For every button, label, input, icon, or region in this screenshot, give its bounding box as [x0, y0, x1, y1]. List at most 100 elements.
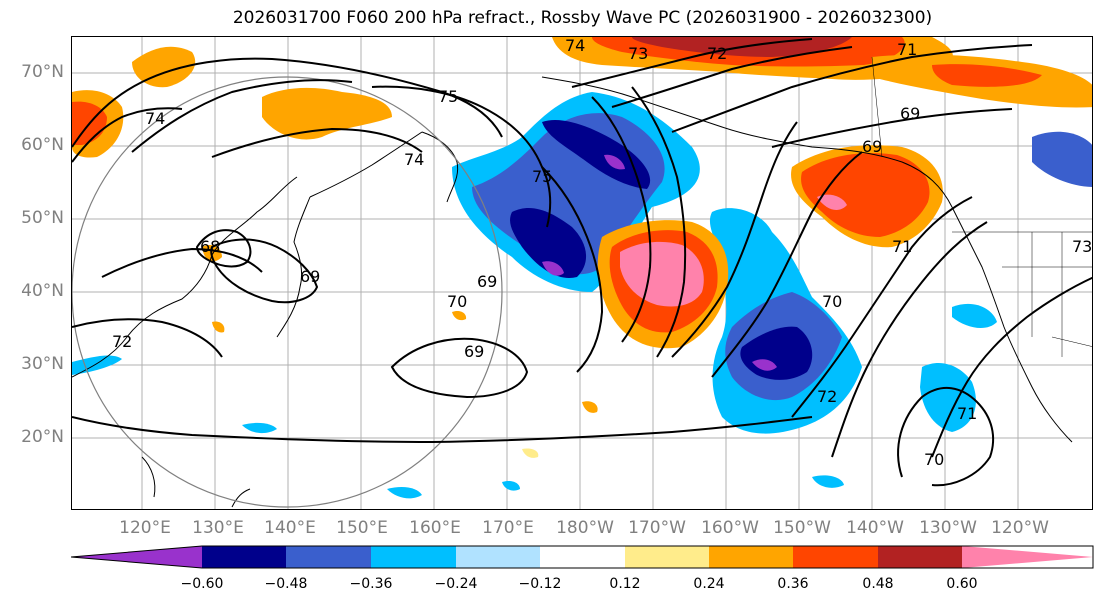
contour-label: 69 — [862, 137, 882, 156]
field-royalblue-northeast — [1032, 131, 1092, 187]
colorbar-tick-label: −0.60 — [180, 576, 224, 592]
contour-label: 69 — [900, 104, 920, 123]
colorbar-segment — [709, 546, 793, 568]
colorbar-segment — [202, 546, 286, 568]
contour-72-north — [611, 46, 853, 108]
contour-label: 70 — [447, 292, 467, 311]
lat-label-40n: 40°N — [21, 281, 64, 301]
border-canada-alaska — [871, 56, 883, 158]
colorbar-tick-label: −0.12 — [518, 576, 562, 592]
contour-label: 75 — [532, 167, 552, 186]
contour-label: 69 — [477, 272, 497, 291]
coast-kuril — [309, 131, 423, 198]
contour-label: 74 — [145, 109, 165, 128]
colorbar-tick-label: −0.24 — [434, 576, 478, 592]
contour-ridge-siberia — [211, 127, 423, 158]
lat-label-30n: 30°N — [21, 354, 64, 374]
colorbar-tick-label: −0.48 — [264, 576, 308, 592]
lat-label-70n: 70°N — [21, 62, 64, 82]
field-orange-small-c — [212, 321, 225, 333]
lon-label-120e: 120°E — [119, 518, 171, 538]
contour-ridge-a — [671, 121, 798, 358]
lon-label-180w: 180°W — [556, 518, 614, 538]
borders — [871, 56, 1092, 357]
contour-71-east — [931, 276, 1092, 458]
lon-label-120w: 120°W — [991, 518, 1049, 538]
map-title: 2026031700 F060 200 hPa refract., Rossby… — [232, 8, 933, 28]
field-orange-small-b — [452, 310, 467, 321]
contour-label: 70 — [924, 450, 944, 469]
colorbar-segment — [878, 546, 962, 568]
colorbar-tick-label: 0.60 — [946, 576, 978, 592]
field-pink-gulf — [817, 194, 847, 210]
colorbar-segment — [71, 546, 202, 568]
lon-label-140e: 140°E — [264, 518, 316, 538]
lon-label-160w: 160°W — [701, 518, 759, 538]
colorbar — [71, 545, 1094, 569]
contour-label: 74 — [565, 37, 585, 55]
border-us-mexico — [1051, 336, 1092, 347]
field-blue-coast — [952, 303, 997, 329]
rossby-wave-circle — [72, 76, 503, 508]
coastlines — [72, 76, 1073, 508]
field-purple-central — [752, 359, 777, 371]
field-blue-south-a — [387, 487, 422, 499]
lat-label-60n: 60°N — [21, 135, 64, 155]
field-orange-small-d — [582, 401, 598, 413]
contour-70-east — [791, 196, 973, 418]
lon-label-170w: 170°W — [628, 518, 686, 538]
contour-label: 69 — [464, 342, 484, 361]
contour-75 — [371, 85, 552, 228]
colorbar-segment — [286, 546, 371, 568]
lon-label-140w: 140°W — [846, 518, 904, 538]
contour-71-north — [671, 44, 1033, 133]
lon-label-160e: 160°E — [409, 518, 461, 538]
colorbar-tick-label: −0.36 — [349, 576, 393, 592]
coast-philippines — [141, 456, 156, 498]
colorbar-outline — [71, 545, 1094, 569]
field-purple-northpacific-a — [542, 261, 564, 276]
contour-70-southeast — [897, 386, 995, 487]
colorbar-tick-label: 0.12 — [609, 576, 641, 592]
colorbar-segment — [625, 546, 709, 568]
lon-label-150w: 150°W — [773, 518, 831, 538]
contour-label: 73 — [1072, 237, 1092, 256]
colorbar-segment — [456, 546, 540, 568]
contour-label: 72 — [707, 44, 727, 63]
field-blue-south-b — [502, 480, 520, 491]
contour-label: 70 — [822, 292, 842, 311]
contour-ridge-b — [711, 151, 863, 378]
contour-73-north — [571, 38, 813, 88]
contour-label-layer: 74 73 72 71 75 69 74 69 75 74 68 69 69 7… — [112, 37, 1092, 469]
lon-label-130e: 130°E — [192, 518, 244, 538]
field-navy-northpacific-b — [542, 119, 651, 189]
contour-68 — [195, 229, 252, 268]
field-blue-west-b — [242, 422, 277, 434]
lon-label-130w: 130°W — [919, 518, 977, 538]
contour-south-band — [72, 416, 813, 444]
map-panel[interactable]: 74 73 72 71 75 69 74 69 75 74 68 69 69 7… — [71, 36, 1093, 510]
contour-69-north — [771, 108, 1013, 148]
contour-69-northwest — [101, 247, 263, 278]
field-orange-siberia-a — [132, 46, 196, 88]
contour-label: 74 — [404, 150, 424, 169]
coast-asia — [72, 176, 298, 378]
contour-label: 68 — [200, 237, 220, 256]
contour-69-central — [390, 337, 529, 399]
field-orange-siberia-b — [262, 87, 392, 140]
colorbar-segment — [793, 546, 878, 568]
contour-trough-c — [631, 86, 687, 358]
contour-label: 72 — [817, 387, 837, 406]
field-red-gulf — [801, 153, 930, 237]
contour-label: 69 — [300, 267, 320, 286]
map-canvas: 74 73 72 71 75 69 74 69 75 74 68 69 69 7… — [72, 37, 1092, 509]
field-yellow-south — [522, 448, 539, 458]
lat-label-50n: 50°N — [21, 208, 64, 228]
contour-74-westcoast — [72, 107, 183, 163]
field-blue-south-east — [812, 475, 844, 488]
contour-72-west — [72, 318, 223, 358]
contour-lines — [72, 38, 1092, 487]
field-red-northeast — [932, 64, 1042, 87]
contour-label: 71 — [957, 404, 977, 423]
colorbar-tick-label: 0.36 — [777, 576, 809, 592]
